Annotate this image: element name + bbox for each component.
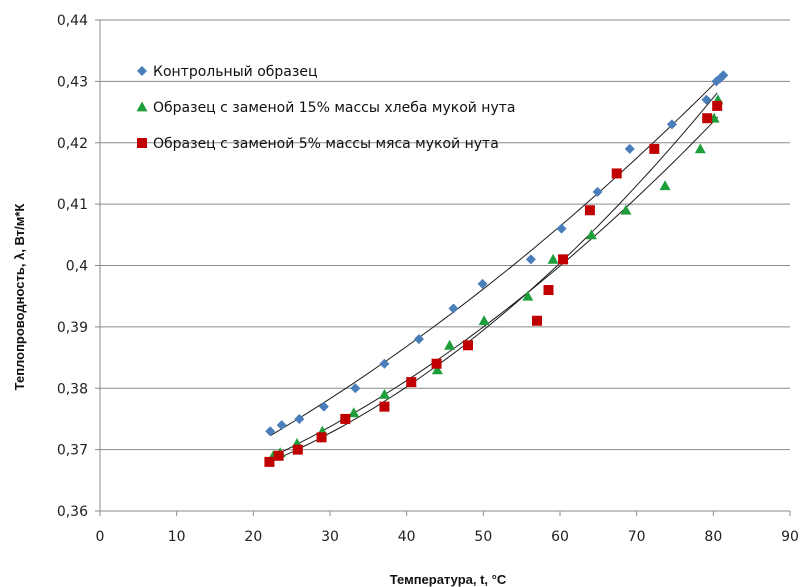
legend-label: Образец с заменой 5% массы мяса мукой ну…	[153, 136, 499, 152]
y-tick-label: 0,39	[57, 320, 88, 336]
data-point	[264, 456, 275, 467]
data-point	[666, 119, 677, 130]
grid-lines	[100, 19, 790, 512]
legend-marker	[137, 66, 147, 76]
data-point	[431, 364, 443, 375]
x-axis-title: Температура, t, °C	[390, 572, 507, 587]
data-point	[592, 186, 603, 197]
data-point	[276, 420, 287, 431]
tick-labels: 0,36 0,37 0,38 0,39 0,4 0,41 0,42 0,43 0,44 0 10 20…	[57, 13, 799, 545]
data-points	[264, 70, 729, 467]
data-point	[702, 113, 713, 124]
legend-label: Контрольный образец	[153, 64, 317, 80]
y-axis-title: Теплопроводность, λ, Вт/м*К	[12, 204, 27, 391]
data-point	[348, 407, 360, 418]
data-point	[379, 401, 390, 412]
data-point	[340, 413, 351, 424]
y-tick-label: 0,42	[57, 136, 88, 152]
data-point	[543, 285, 554, 296]
data-point	[318, 401, 329, 412]
x-tick-label: 80	[704, 529, 722, 545]
data-point	[448, 303, 459, 314]
data-point	[522, 290, 534, 301]
data-point	[712, 100, 723, 111]
axes	[95, 19, 791, 516]
legend-marker	[137, 138, 147, 148]
data-point	[701, 94, 712, 105]
trend-line	[269, 74, 724, 437]
legend: Контрольный образец Образец с заменой 15%…	[136, 64, 515, 152]
data-point	[316, 432, 327, 443]
legend-marker	[136, 101, 148, 112]
data-point	[273, 450, 284, 461]
data-point	[478, 315, 490, 326]
data-point	[611, 168, 622, 179]
data-point	[659, 180, 671, 191]
data-point	[413, 334, 424, 345]
data-point	[294, 413, 305, 424]
y-tick-label: 0,43	[57, 74, 88, 90]
data-point	[406, 377, 417, 388]
y-tick-label: 0,4	[66, 259, 88, 275]
x-tick-label: 0	[96, 529, 105, 545]
data-point	[350, 383, 361, 394]
data-point	[292, 444, 303, 455]
y-tick-label: 0,36	[57, 504, 88, 520]
data-point	[525, 254, 536, 265]
data-point	[265, 426, 276, 437]
data-point	[378, 388, 390, 399]
data-point	[477, 278, 488, 289]
y-tick-label: 0,44	[57, 13, 88, 29]
x-tick-label: 60	[551, 529, 569, 545]
y-tick-label: 0,38	[57, 381, 88, 397]
data-point	[431, 358, 442, 369]
y-tick-label: 0,41	[57, 197, 88, 213]
data-point	[547, 253, 559, 264]
data-point	[379, 358, 390, 369]
x-tick-label: 10	[168, 529, 186, 545]
data-point	[584, 205, 595, 216]
x-tick-label: 30	[321, 529, 339, 545]
x-tick-label: 50	[474, 529, 492, 545]
data-point	[718, 70, 729, 81]
x-tick-label: 40	[398, 529, 416, 545]
data-point	[558, 254, 569, 265]
data-point	[444, 339, 456, 350]
y-tick-label: 0,37	[57, 443, 88, 459]
data-point	[694, 143, 706, 154]
trend-line	[269, 92, 718, 463]
data-point	[624, 143, 635, 154]
x-tick-label: 90	[781, 529, 799, 545]
data-point	[532, 315, 542, 326]
data-point	[620, 204, 632, 215]
data-point	[649, 143, 660, 154]
data-point	[585, 229, 597, 240]
x-tick-label: 70	[628, 529, 646, 545]
x-tick-label: 20	[244, 529, 262, 545]
data-point	[556, 223, 567, 234]
data-point	[463, 340, 473, 351]
legend-label: Образец с заменой 15% массы хлеба мукой …	[153, 100, 515, 116]
